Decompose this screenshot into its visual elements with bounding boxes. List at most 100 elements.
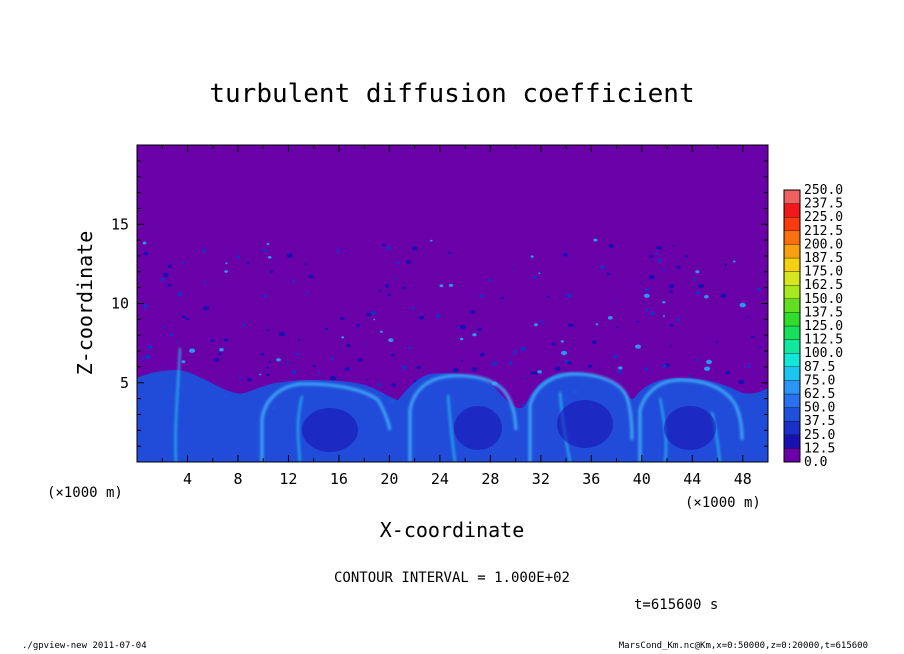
turbulence-speck [617, 366, 623, 370]
colorbar-level-label: 125.0 [804, 319, 843, 334]
colorbar-swatch [783, 353, 801, 367]
turbulence-speck [510, 361, 513, 363]
speckle-layer [140, 238, 762, 417]
x-tick-label: 12 [279, 470, 297, 488]
chart-title: turbulent diffusion coefficient [209, 79, 694, 109]
turbulence-speck [695, 270, 700, 274]
colorbar-level-label: 212.5 [804, 224, 843, 239]
turbulence-speck [530, 255, 534, 258]
y-axis-units: (×1000 m) [47, 485, 123, 501]
turbulence-speck [391, 353, 395, 357]
turbulence-speck [606, 272, 611, 275]
turbulence-speck [739, 302, 746, 308]
turbulence-speck [580, 370, 583, 373]
contour-interval-note: CONTOUR INTERVAL = 1.000E+02 [334, 570, 570, 586]
turbulence-speck [615, 326, 619, 329]
cell-outline-1 [260, 382, 392, 462]
turbulence-speck [291, 370, 297, 374]
turbulence-speck [704, 366, 711, 371]
turbulence-speck [501, 296, 505, 299]
turbulence-speck [533, 323, 538, 327]
turbulence-speck [391, 383, 397, 387]
x-tick-label: 44 [683, 470, 701, 488]
colorbar-level-label: 162.5 [804, 278, 843, 293]
turbulence-speck [236, 255, 241, 259]
turbulence-speck [224, 270, 229, 273]
turbulence-speck [408, 346, 412, 350]
turbulence-speck [459, 324, 467, 330]
turbulence-speck [551, 342, 556, 346]
turbulence-speck [595, 323, 599, 326]
x-tick-label: 40 [633, 470, 651, 488]
turbulence-speck [356, 323, 361, 327]
x-axis-units: (×1000 m) [685, 495, 761, 511]
turbulence-speck [523, 378, 527, 380]
turbulence-speck [246, 377, 252, 382]
cell-outline-4 [638, 378, 744, 462]
turbulence-speck [365, 345, 368, 348]
turbulence-speck [163, 272, 169, 277]
x-tick-label: 36 [582, 470, 600, 488]
time-stamp: t=615600 s [634, 597, 718, 613]
turbulence-speck [263, 249, 268, 252]
turbulence-speck [613, 301, 616, 304]
colorbar-swatch [783, 421, 801, 435]
colorbar-level-label: 0.0 [804, 455, 827, 470]
turbulence-speck [568, 323, 574, 328]
colorbar-swatch [783, 257, 801, 272]
turbulence-speck [366, 312, 372, 317]
colorbar-level-label: 112.5 [804, 333, 843, 348]
turbulence-speck [268, 361, 272, 363]
turbulence-speck [279, 331, 286, 337]
turbulence-speck [567, 361, 572, 365]
turbulence-speck [325, 327, 329, 330]
turbulence-speck [560, 340, 564, 343]
turbulence-speck [269, 270, 274, 273]
turbulence-speck [479, 294, 484, 298]
turbulence-speck [169, 333, 174, 337]
turbulence-speck [243, 323, 247, 327]
turbulence-speck [704, 295, 709, 299]
turbulence-speck [177, 292, 183, 296]
turbulence-speck [720, 293, 727, 298]
turbulence-speck [662, 269, 666, 272]
turbulence-speck [402, 286, 407, 290]
turbulence-speck [697, 283, 705, 289]
turbulence-speck [286, 253, 293, 258]
turbulence-speck [657, 258, 662, 263]
colorbar-swatch [783, 393, 801, 408]
turbulence-speck [246, 261, 250, 264]
y-tick-label: 10 [111, 295, 129, 313]
turbulence-speck [266, 373, 270, 377]
turbulence-speck [724, 263, 728, 266]
turbulence-speck [662, 315, 666, 317]
turbulence-speck [643, 293, 650, 298]
turbulence-speck [304, 263, 308, 266]
turbulence-speck [662, 364, 667, 368]
turbulence-speck [306, 291, 309, 294]
turbulence-speck [671, 245, 675, 247]
colorbar-level-label: 150.0 [804, 292, 843, 307]
turbulence-speck [656, 245, 663, 250]
turbulence-speck [416, 365, 422, 370]
turbulence-speck [649, 255, 654, 258]
turbulence-speck [258, 373, 262, 376]
turbulence-speck [143, 251, 149, 256]
turbulence-speck [377, 383, 382, 387]
turbulence-speck [223, 338, 229, 342]
colorbar-level-label: 175.0 [804, 265, 843, 280]
turbulence-speck [341, 336, 345, 339]
turbulence-speck [386, 246, 392, 250]
turbulence-speck [401, 365, 408, 370]
turbulence-speck [162, 326, 166, 329]
turbulence-speck [456, 326, 460, 329]
turbulence-speck [204, 281, 207, 284]
x-axis-label: X-coordinate [380, 518, 525, 542]
turbulence-speck [669, 290, 673, 293]
turbulence-speck [587, 364, 593, 368]
turbulence-speck [732, 260, 736, 263]
turbulence-speck [405, 260, 412, 264]
turbulence-speck [459, 337, 464, 341]
x-tick-label: 20 [380, 470, 398, 488]
turbulence-speck [381, 243, 386, 247]
